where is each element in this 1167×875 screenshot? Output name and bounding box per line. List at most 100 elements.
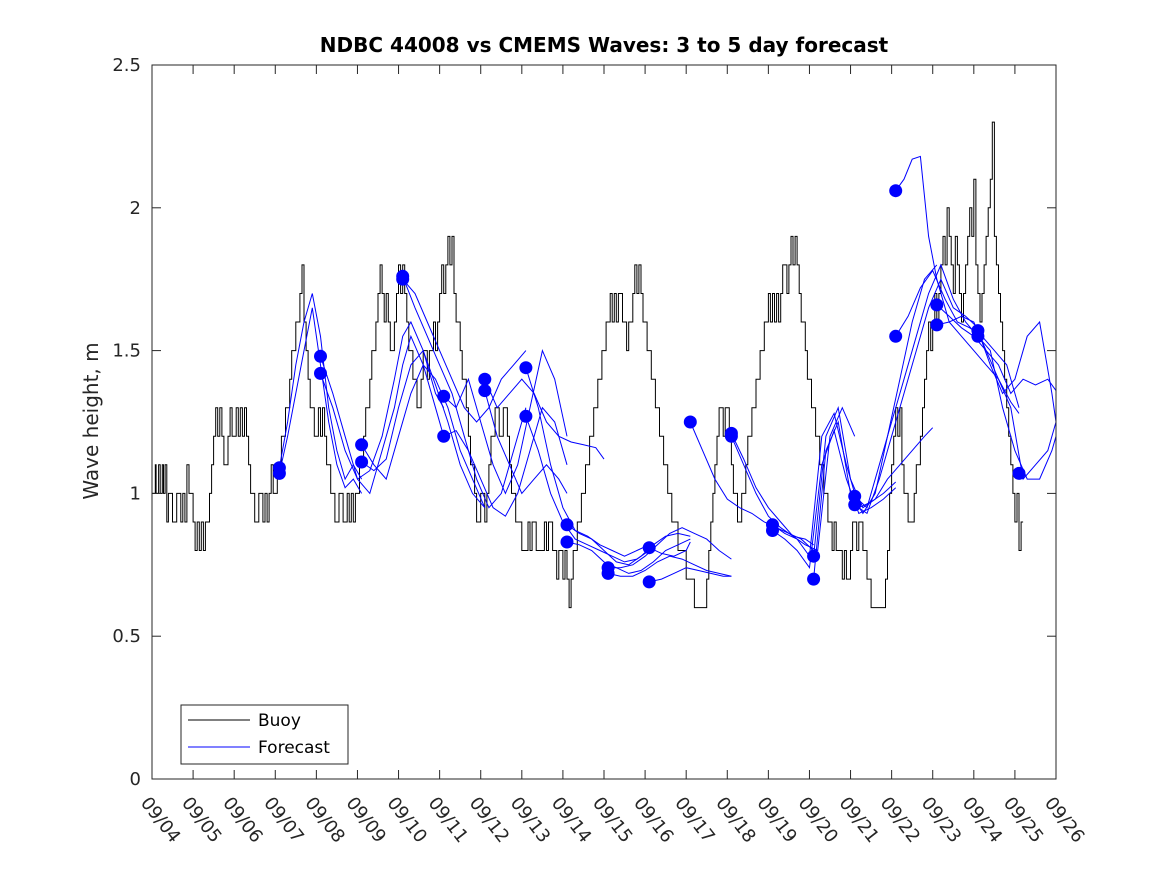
x-tick-label-16: 09/20 bbox=[794, 793, 842, 847]
forecast-start-point-17 bbox=[601, 566, 615, 580]
forecast-start-point-26 bbox=[807, 572, 821, 586]
forecast-run-line-34 bbox=[977, 335, 1057, 480]
x-tick-label-20: 09/24 bbox=[958, 793, 1006, 847]
forecast-start-point-3 bbox=[314, 366, 327, 380]
legend-box bbox=[180, 704, 349, 765]
y-tick-label-5: 2.5 bbox=[112, 55, 141, 76]
forecast-start-point-25 bbox=[807, 549, 821, 563]
forecast-start-point-31 bbox=[930, 298, 944, 312]
x-tick-label-17: 09/21 bbox=[835, 793, 883, 847]
forecast-run-line-19 bbox=[649, 567, 732, 583]
forecast-run-line-31 bbox=[936, 304, 1057, 395]
forecast-run-line-14 bbox=[566, 524, 691, 566]
forecast-run-line-27 bbox=[854, 263, 979, 509]
forecast-run-line-9 bbox=[443, 406, 568, 517]
series-layer bbox=[152, 121, 1057, 609]
x-tick-label-15: 09/19 bbox=[752, 793, 800, 847]
forecast-run-line-11 bbox=[484, 390, 568, 495]
x-tick-label-0: 09/04 bbox=[136, 793, 184, 847]
forecast-start-point-9 bbox=[437, 429, 451, 443]
forecast-start-point-15 bbox=[560, 535, 574, 549]
forecast-start-point-12 bbox=[519, 361, 533, 375]
forecast-run-line-18 bbox=[648, 541, 691, 557]
forecast-run-line-12 bbox=[525, 367, 650, 557]
forecast-start-point-5 bbox=[355, 455, 369, 469]
x-tick-label-9: 09/13 bbox=[506, 793, 554, 847]
forecast-start-point-32 bbox=[930, 318, 944, 332]
forecast-start-point-13 bbox=[519, 409, 533, 423]
forecast-start-point-1 bbox=[272, 461, 286, 475]
forecast-run-line-33 bbox=[977, 320, 1057, 423]
forecast-start-point-14 bbox=[560, 518, 574, 532]
forecast-run-line-4 bbox=[361, 363, 486, 508]
forecast-run-line-3 bbox=[320, 320, 445, 480]
chart-title: NDBC 44008 vs CMEMS Waves: 3 to 5 day fo… bbox=[320, 33, 889, 57]
legend-forecast-label: Forecast bbox=[258, 738, 330, 758]
y-tick-label-0: 0 bbox=[130, 769, 141, 790]
forecast-run-line-16 bbox=[608, 527, 732, 569]
x-tick-label-4: 09/08 bbox=[300, 793, 348, 847]
forecast-run-line-6 bbox=[402, 276, 527, 509]
x-tick-label-2: 09/06 bbox=[218, 793, 266, 847]
forecast-start-point-10 bbox=[478, 372, 492, 386]
x-tick-label-7: 09/11 bbox=[424, 793, 472, 847]
x-tick-label-3: 09/07 bbox=[259, 793, 307, 847]
forecast-start-point-4 bbox=[355, 438, 369, 452]
forecast-start-point-8 bbox=[437, 389, 451, 403]
forecast-run-line-22 bbox=[730, 406, 856, 552]
forecast-start-point-35 bbox=[1012, 466, 1026, 480]
forecast-start-point-7 bbox=[396, 272, 410, 286]
forecast-start-point-24 bbox=[766, 524, 779, 537]
forecast-run-line-15 bbox=[566, 538, 691, 574]
forecast-run-line-0 bbox=[278, 307, 363, 494]
forecast-start-point-30 bbox=[889, 329, 903, 343]
forecast-run-line-20 bbox=[689, 421, 814, 551]
forecast-start-point-2 bbox=[314, 349, 327, 363]
x-tick-label-10: 09/14 bbox=[547, 793, 595, 847]
y-tick-label-4: 2 bbox=[130, 198, 141, 219]
forecast-start-point-20 bbox=[683, 415, 697, 429]
legend-buoy-label: Buoy bbox=[258, 711, 301, 731]
forecast-run-line-29 bbox=[895, 155, 1020, 414]
forecast-start-point-11 bbox=[478, 384, 492, 398]
forecast-run-line-10 bbox=[484, 378, 605, 460]
y-tick-label-3: 1.5 bbox=[112, 341, 141, 362]
forecast-start-point-28 bbox=[848, 498, 862, 512]
x-tick-label-11: 09/15 bbox=[588, 793, 636, 847]
y-axis-label: Wave height, m bbox=[79, 342, 103, 499]
y-tick-label-1: 0.5 bbox=[112, 626, 141, 647]
forecast-start-point-29 bbox=[889, 184, 903, 198]
forecast-run-line-8 bbox=[443, 348, 568, 495]
forecast-start-point-34 bbox=[971, 329, 985, 343]
x-tick-label-12: 09/16 bbox=[629, 793, 677, 847]
x-tick-label-13: 09/17 bbox=[670, 793, 718, 847]
x-tick-label-22: 09/26 bbox=[1040, 793, 1088, 847]
forecast-run-line-13 bbox=[525, 416, 650, 563]
x-tick-label-1: 09/05 bbox=[177, 793, 225, 847]
x-tick-label-18: 09/22 bbox=[876, 793, 924, 847]
x-tick-label-19: 09/23 bbox=[917, 793, 965, 847]
buoy-series-line bbox=[152, 121, 1024, 609]
y-tick-label-2: 1 bbox=[130, 483, 141, 504]
x-tick-label-21: 09/25 bbox=[999, 793, 1047, 847]
forecast-run-line-28 bbox=[854, 277, 979, 515]
x-tick-label-14: 09/18 bbox=[711, 793, 759, 847]
forecast-run-line-2 bbox=[320, 334, 445, 495]
legend: Buoy Forecast bbox=[180, 704, 349, 765]
forecast-run-line-26 bbox=[813, 264, 938, 580]
forecast-run-line-5 bbox=[361, 349, 486, 509]
x-tick-label-6: 09/10 bbox=[383, 793, 431, 847]
forecast-run-line-25 bbox=[813, 405, 934, 557]
x-tick-label-8: 09/12 bbox=[465, 793, 513, 847]
forecast-run-line-17 bbox=[607, 555, 732, 577]
forecast-run-line-1 bbox=[278, 293, 363, 481]
forecast-run-line-7 bbox=[402, 278, 527, 423]
forecast-run-line-30 bbox=[895, 269, 1020, 408]
forecast-run-line-32 bbox=[936, 315, 1057, 481]
forecast-start-point-22 bbox=[724, 426, 738, 440]
forecast-start-point-19 bbox=[642, 575, 656, 589]
x-tick-label-5: 09/09 bbox=[342, 793, 390, 847]
forecast-start-point-18 bbox=[642, 541, 656, 555]
